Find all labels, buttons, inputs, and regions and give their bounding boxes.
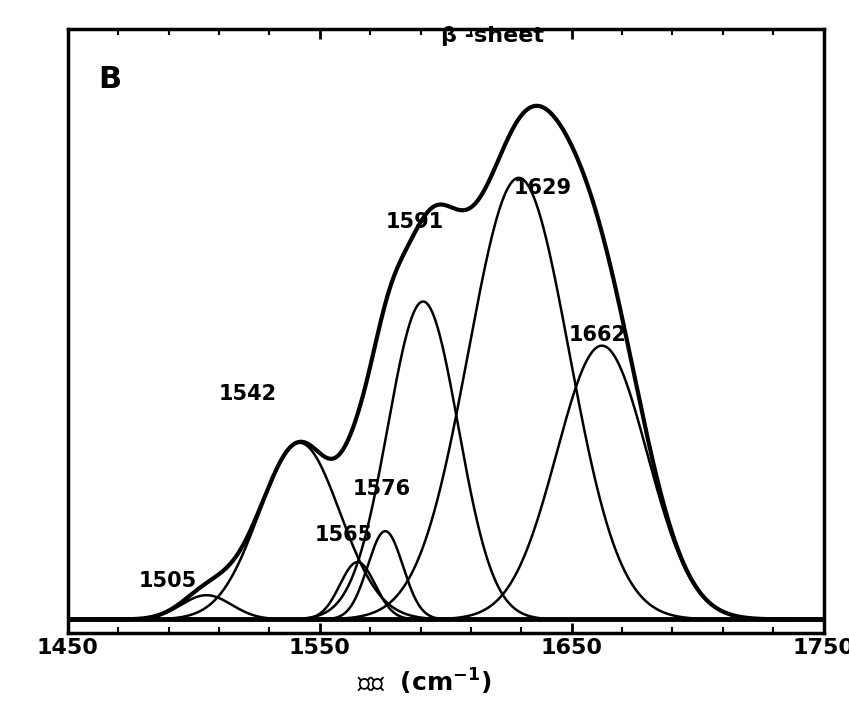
Text: 1629: 1629 bbox=[514, 178, 572, 198]
Text: 波数  ($\mathbf{cm^{-1}}$): 波数 ($\mathbf{cm^{-1}}$) bbox=[357, 667, 492, 697]
Text: 1542: 1542 bbox=[219, 384, 277, 404]
Text: 1565: 1565 bbox=[315, 525, 373, 545]
Text: β -sheet: β -sheet bbox=[441, 27, 543, 47]
Text: 1591: 1591 bbox=[385, 211, 443, 232]
Text: 1662: 1662 bbox=[569, 325, 627, 344]
Text: B: B bbox=[98, 65, 121, 94]
Text: 1576: 1576 bbox=[352, 479, 411, 499]
Text: 1505: 1505 bbox=[138, 571, 197, 591]
